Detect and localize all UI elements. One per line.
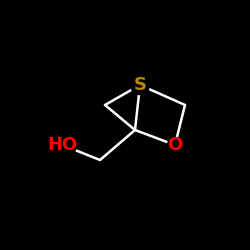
Text: S: S (134, 76, 146, 94)
Circle shape (49, 131, 76, 159)
Circle shape (130, 76, 150, 94)
Text: O: O (168, 136, 182, 154)
Circle shape (168, 138, 182, 152)
Text: HO: HO (48, 136, 78, 154)
